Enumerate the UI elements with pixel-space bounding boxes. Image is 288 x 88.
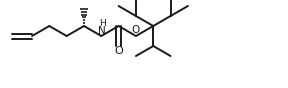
Text: N: N [98, 26, 106, 36]
Text: H: H [99, 19, 106, 28]
Text: O: O [114, 46, 123, 56]
Text: O: O [132, 25, 140, 35]
